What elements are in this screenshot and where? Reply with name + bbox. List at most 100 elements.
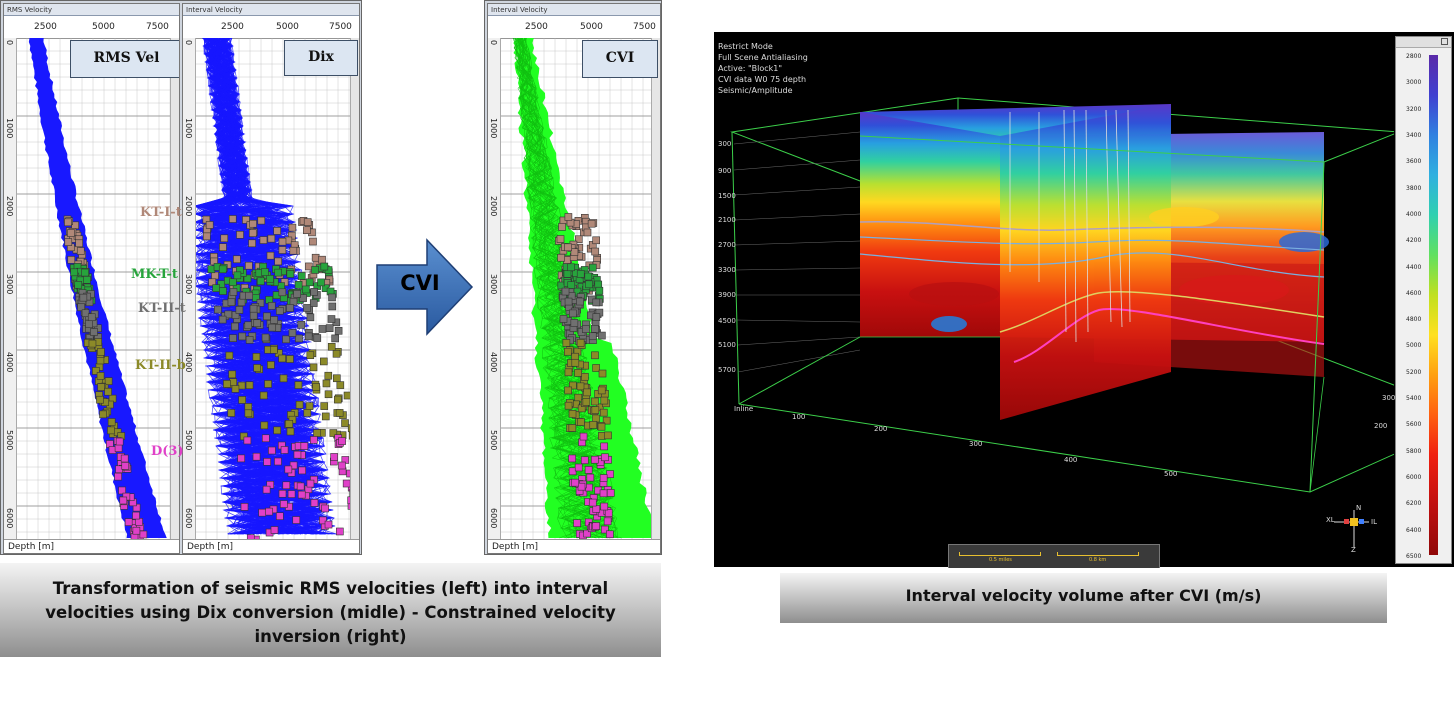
formation-marker <box>303 409 312 417</box>
formation-marker <box>279 374 288 383</box>
formation-marker <box>563 270 572 278</box>
colorbar-tick: 6400 <box>1406 526 1422 534</box>
depth-tick: 5000 <box>184 430 193 451</box>
formation-marker <box>309 237 317 246</box>
formation-marker <box>327 343 336 351</box>
formation-marker <box>592 414 600 423</box>
colorbar-panel: 2800 3000 3200 3400 3600 3800 4000 4200 4400 4600… <box>1395 36 1452 564</box>
formation-marker <box>248 229 257 237</box>
formation-marker <box>135 518 143 526</box>
formation-marker <box>317 278 325 287</box>
formation-marker <box>299 294 307 302</box>
formation-marker <box>597 386 606 395</box>
formation-marker <box>259 391 268 400</box>
formation-marker <box>97 383 105 391</box>
tick-label: 7500 <box>329 22 352 32</box>
colorbar-tick: 6200 <box>1406 500 1422 508</box>
formation-marker <box>327 315 336 323</box>
formation-marker <box>67 256 76 264</box>
formation-marker <box>564 243 572 252</box>
formation-marker <box>274 268 282 277</box>
formation-marker <box>245 261 253 270</box>
formation-marker <box>300 442 309 450</box>
cvi-arrow-label: CVI <box>400 271 440 295</box>
formation-marker <box>309 299 318 307</box>
formation-marker <box>223 380 231 388</box>
formation-marker <box>282 335 290 344</box>
colorbar-tick: 6500 <box>1406 553 1422 560</box>
left-caption: Transformation of seismic RMS velocities… <box>0 563 661 657</box>
formation-marker <box>310 288 318 296</box>
formation-label-kt-ii-b: KT-II-b <box>135 358 186 373</box>
track-title: RMS Velocity <box>4 4 179 16</box>
track-title: Interval Velocity <box>488 4 660 16</box>
orientation-widget <box>1334 510 1369 547</box>
formation-marker <box>347 496 351 505</box>
formation-marker <box>595 286 604 295</box>
tick-label: 2500 <box>221 22 244 32</box>
formation-marker <box>252 452 261 461</box>
depth-gridlines <box>733 131 861 373</box>
formation-marker <box>245 336 254 344</box>
formation-marker <box>557 253 565 262</box>
formation-marker <box>297 272 306 280</box>
formation-marker <box>124 518 133 526</box>
formation-marker <box>574 235 583 244</box>
hud-line: Full Scene Antialiasing <box>718 53 808 62</box>
vertical-scrollbar[interactable] <box>170 38 179 539</box>
depth-tick: 1000 <box>184 118 193 139</box>
formation-marker <box>261 333 270 342</box>
velocity-volume-viewer[interactable]: Restrict Mode Full Scene Antialiasing Ac… <box>714 32 1454 568</box>
formation-marker <box>288 329 297 337</box>
formation-marker <box>257 216 266 225</box>
formation-marker <box>599 408 608 417</box>
formation-marker <box>603 517 612 526</box>
formation-marker <box>592 298 601 307</box>
colorbar-tick: 2800 <box>1406 53 1422 60</box>
formation-marker <box>288 223 297 232</box>
formation-marker <box>132 511 140 520</box>
formation-marker <box>583 388 591 397</box>
formation-marker <box>579 432 588 441</box>
inline-tick: 200 <box>874 425 888 433</box>
formation-marker <box>328 302 337 311</box>
colorbar-close-button[interactable] <box>1441 38 1448 45</box>
formation-marker <box>324 371 333 380</box>
formation-marker <box>245 381 254 390</box>
depth-axis: 0 1000 2000 3000 4000 5000 6000 <box>4 38 17 539</box>
vertical-scrollbar[interactable] <box>350 38 359 539</box>
formation-marker <box>240 503 249 511</box>
formation-marker <box>118 486 126 495</box>
formation-marker <box>115 437 124 446</box>
formation-label-d3: D(3) <box>151 444 184 459</box>
vertical-scrollbar[interactable] <box>651 38 660 539</box>
tick-label: 7500 <box>633 22 656 32</box>
formation-marker <box>347 502 351 510</box>
formation-marker <box>285 420 294 428</box>
formation-marker <box>564 297 573 306</box>
formation-marker <box>576 382 585 391</box>
formation-marker <box>132 526 141 535</box>
formation-marker <box>227 409 236 417</box>
depth-tick: 2000 <box>489 196 498 217</box>
formation-marker <box>592 313 601 321</box>
formation-marker <box>99 410 107 419</box>
cvi-interval-velocity-track: Interval Velocity 2500 5000 7500 0 1000 20… <box>487 3 661 554</box>
formation-marker <box>586 473 595 482</box>
dix-interval-velocity-track: Interval Velocity 2500 5000 7500 0 1000 20… <box>182 3 360 554</box>
formation-marker <box>321 504 329 513</box>
formation-marker <box>225 351 234 360</box>
hud-line: Seismic/Amplitude <box>718 86 793 95</box>
formation-marker <box>243 436 252 445</box>
formation-marker <box>564 401 573 410</box>
formation-marker <box>600 396 609 405</box>
formation-marker <box>220 234 229 243</box>
formation-marker <box>96 372 105 380</box>
formation-marker <box>114 444 123 452</box>
formation-marker <box>305 402 314 410</box>
formation-marker <box>576 270 585 278</box>
formation-marker <box>92 367 100 375</box>
formation-marker <box>604 509 613 517</box>
formation-marker <box>278 288 287 297</box>
formation-marker <box>276 512 284 520</box>
